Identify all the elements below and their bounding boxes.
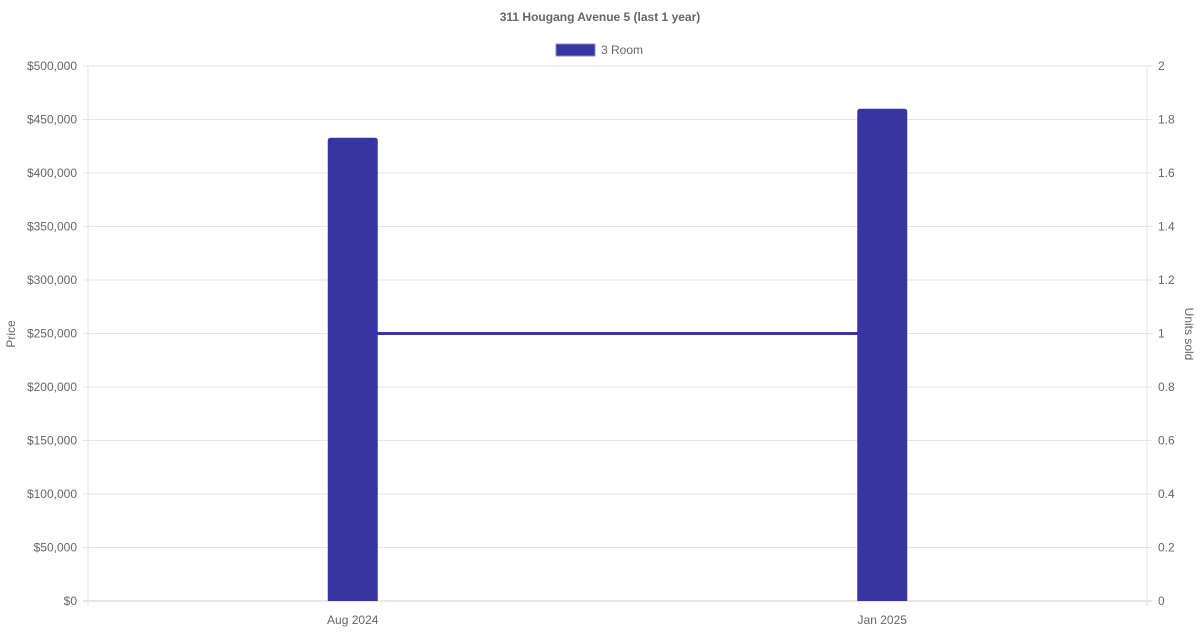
y-tick-label: $50,000: [34, 541, 78, 555]
chart-title: 311 Hougang Avenue 5 (last 1 year): [500, 10, 701, 24]
y2-tick-label: 1.6: [1158, 166, 1175, 180]
legend[interactable]: 3 Room: [555, 43, 643, 57]
legend-swatch: [555, 43, 596, 57]
y-tick-label: $450,000: [27, 113, 77, 127]
legend-label: 3 Room: [601, 43, 643, 57]
price-bar: [857, 108, 908, 602]
y2-tick-label: 2: [1158, 59, 1165, 73]
y-tick-label: $500,000: [27, 59, 77, 73]
y-tick-label: $400,000: [27, 166, 77, 180]
y2-axis-label: Units sold: [1182, 308, 1196, 361]
x-tick-label: Jan 2025: [858, 613, 908, 627]
y-tick-label: $150,000: [27, 434, 77, 448]
y2-tick-label: 1.2: [1158, 273, 1175, 287]
y2-tick-label: 1.8: [1158, 113, 1175, 127]
y-tick-label: $250,000: [27, 327, 77, 341]
y-tick-label: $100,000: [27, 487, 77, 501]
y2-tick-label: 0.4: [1158, 487, 1175, 501]
y2-tick-label: 1.4: [1158, 220, 1175, 234]
y-axis-label: Price: [4, 320, 18, 348]
y2-tick-label: 0: [1158, 594, 1165, 608]
y-tick-label: $350,000: [27, 220, 77, 234]
y2-tick-label: 0.6: [1158, 434, 1175, 448]
y2-tick-label: 1: [1158, 327, 1165, 341]
y-tick-label: $0: [64, 594, 78, 608]
price-bar: [327, 137, 378, 601]
y-tick-label: $300,000: [27, 273, 77, 287]
y-tick-label: $200,000: [27, 380, 77, 394]
y2-tick-label: 0.2: [1158, 541, 1175, 555]
y2-tick-label: 0.8: [1158, 380, 1175, 394]
x-tick-label: Aug 2024: [327, 613, 379, 627]
